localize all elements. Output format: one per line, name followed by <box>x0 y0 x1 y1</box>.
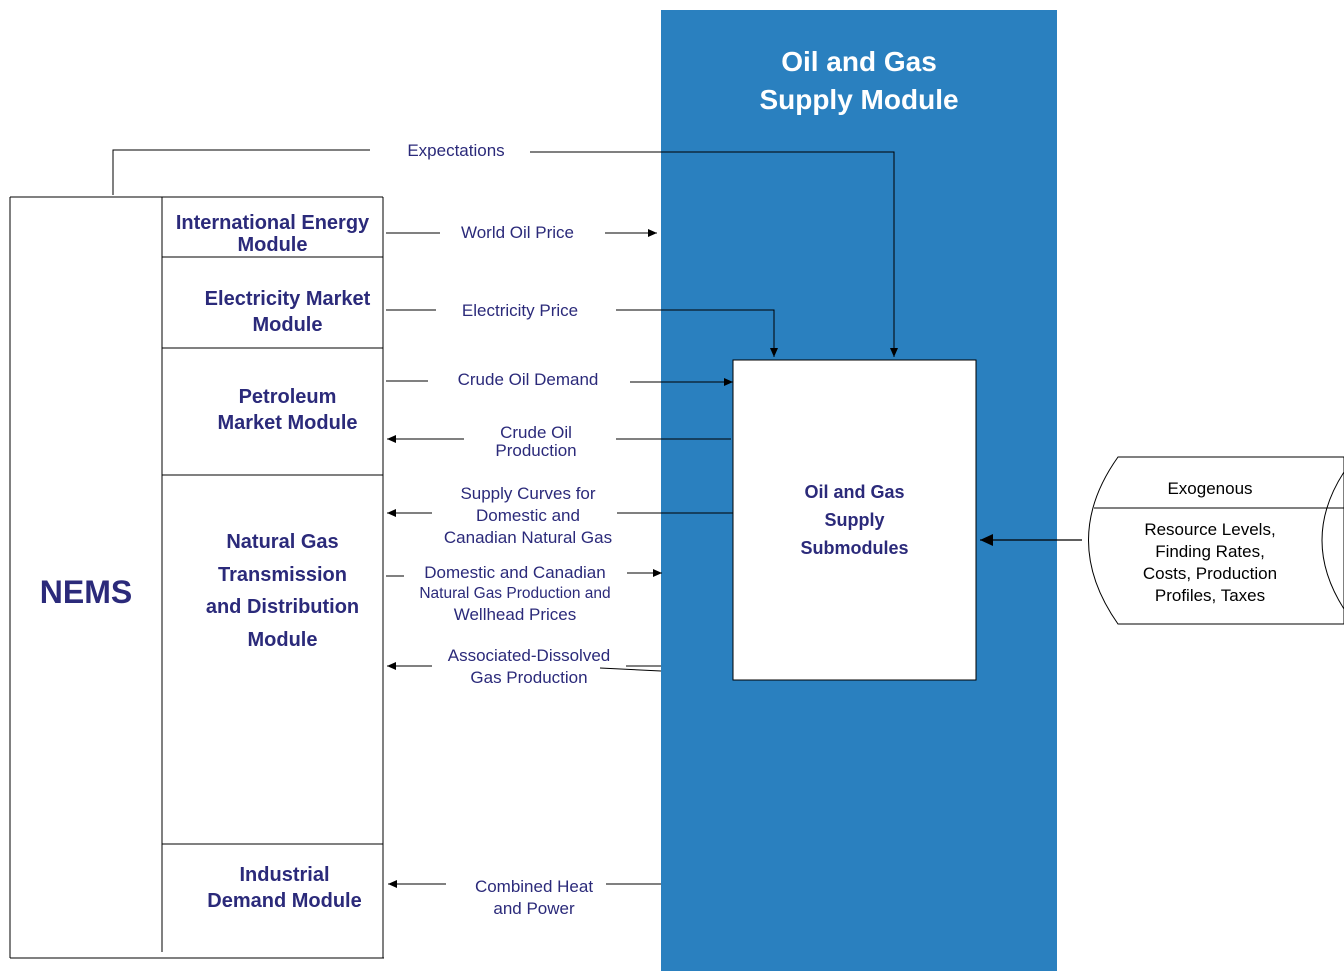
associated-dissolved-label: Associated-Dissolved Gas Production <box>447 646 611 687</box>
crude-oil-demand-label: Crude Oil Demand <box>457 370 599 389</box>
crude-oil-production-label: Crude Oil Production <box>495 423 577 460</box>
electricity-price-label: Electricity Price <box>461 301 579 320</box>
nems-frame <box>9 196 384 959</box>
nems-label: NEMS <box>39 574 133 610</box>
submodules-label: Oil and Gas Supply Submodules <box>800 482 909 558</box>
petroleum-market-module: Petroleum Market Module <box>217 386 358 434</box>
crude-oil-demand-arrow <box>386 378 733 386</box>
electricity-market-module: Electricity Market Module <box>204 288 371 336</box>
exogenous-data-store <box>1088 456 1344 625</box>
submodules-box <box>732 359 977 681</box>
exogenous-header: Exogenous <box>1167 479 1253 498</box>
domestic-canadian-arrow <box>386 569 662 577</box>
main-module-title: Oil and Gas Supply Module <box>759 46 959 115</box>
associated-dissolved-arrow <box>387 662 662 672</box>
world-oil-price-label: World Oil Price <box>460 223 575 242</box>
electricity-price-arrow <box>386 309 778 357</box>
combined-heat-label: Combined Heat and Power <box>474 877 594 918</box>
industrial-demand-module: Industrial Demand Module <box>207 864 362 912</box>
natural-gas-module: Natural Gas Transmission and Distributio… <box>205 531 360 651</box>
expectations-label: Expectations <box>407 141 505 160</box>
exogenous-body: Resource Levels, Finding Rates, Costs, P… <box>1142 520 1278 605</box>
international-energy-module: International Energy Module <box>175 212 370 256</box>
supply-curves-label: Supply Curves for Domestic and Canadian … <box>443 484 613 547</box>
domestic-canadian-label: Domestic and Canadian Natural Gas Produc… <box>419 563 611 624</box>
expectations-line <box>112 149 898 357</box>
